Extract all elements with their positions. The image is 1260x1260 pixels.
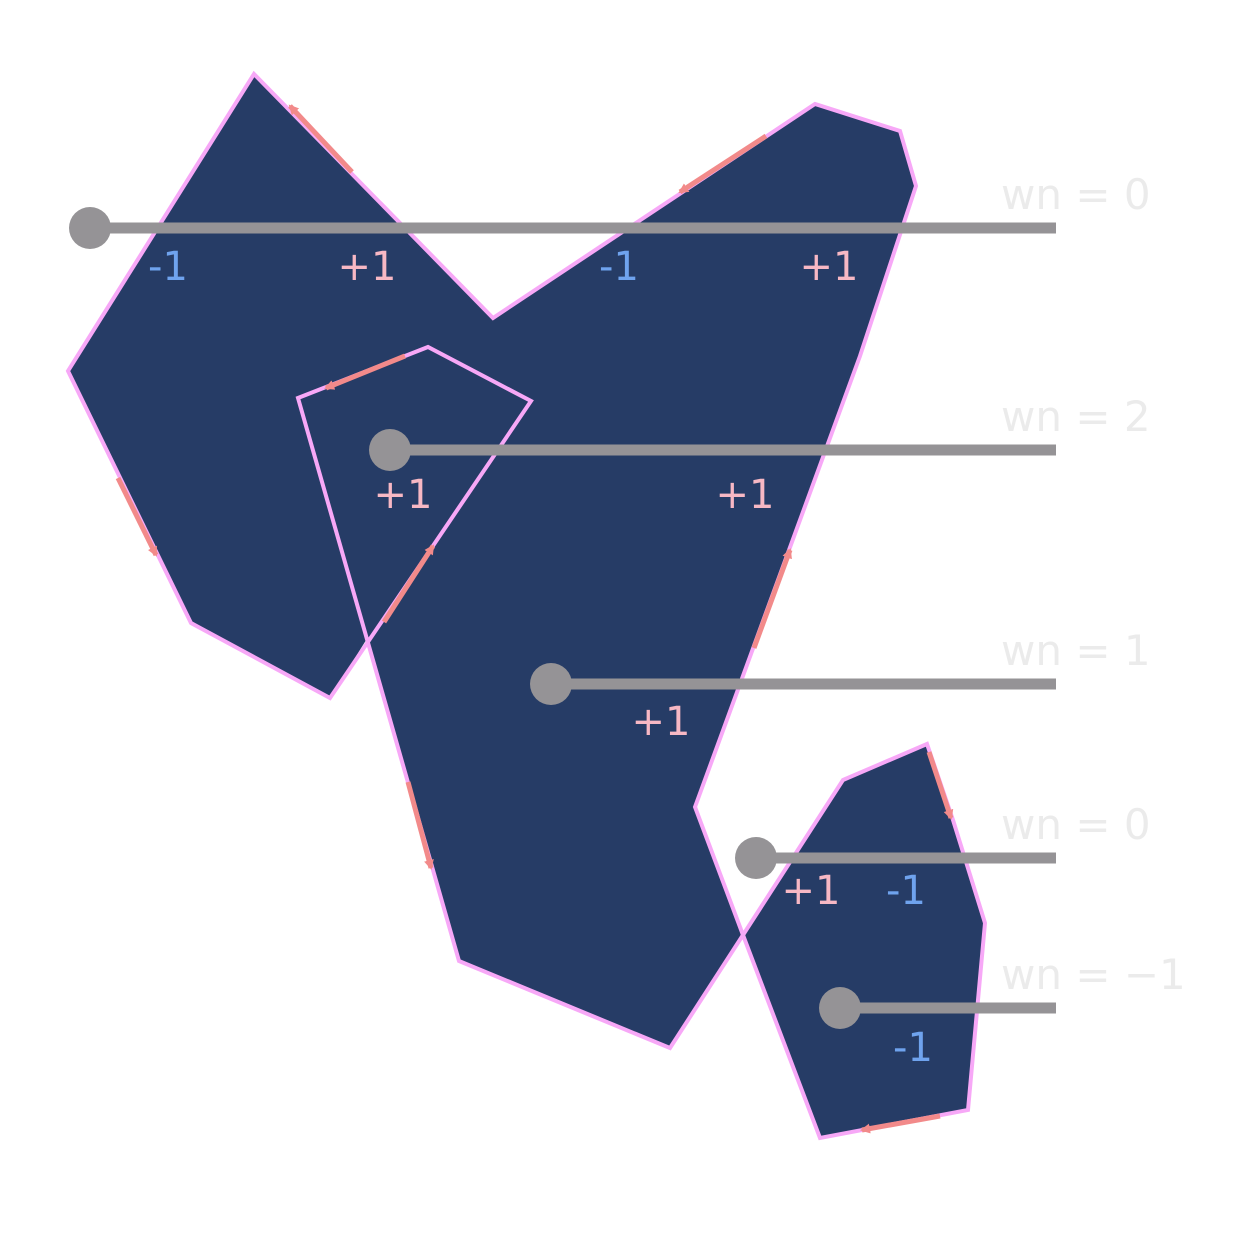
direction-arrow [860, 1113, 941, 1134]
ray-origin-point [735, 837, 777, 879]
winding-label: wn = 0 [1001, 800, 1151, 849]
direction-arrow [324, 353, 406, 391]
direction-arrow [405, 781, 434, 870]
winding-labels: wn = 0 wn = 2 wn = 1 wn = 0 wn = −1 [1001, 170, 1186, 999]
crossing-label-plus: +1 [374, 472, 433, 518]
ray-origin-point [530, 663, 572, 705]
winding-label: wn = −1 [1001, 950, 1186, 999]
crossing-labels: -1 +1 -1 +1 +1 +1 +1 +1 -1 -1 [148, 244, 933, 1071]
crossing-label-plus: +1 [632, 699, 691, 745]
direction-arrows [115, 104, 954, 1134]
crossing-label-plus: +1 [716, 472, 775, 518]
main-polygon-outline [65, 70, 919, 1051]
ray-origin-point [369, 429, 411, 471]
ray-origin-point [819, 987, 861, 1029]
winding-label: wn = 2 [1001, 392, 1151, 441]
main-polygon-fill [68, 74, 916, 1048]
crossing-label-plus: +1 [338, 244, 397, 290]
crossing-label-minus: -1 [886, 868, 926, 914]
direction-arrow [926, 751, 954, 820]
direction-arrow [288, 104, 354, 174]
winding-label: wn = 0 [1001, 170, 1151, 219]
crossing-label-minus: -1 [148, 244, 188, 290]
test-rays [69, 207, 1056, 1029]
direction-arrow [751, 548, 793, 649]
crossing-label-plus: +1 [782, 868, 841, 914]
direction-arrow [381, 544, 436, 624]
crossing-label-minus: -1 [599, 244, 639, 290]
crossing-label-minus: -1 [893, 1025, 933, 1071]
direction-arrow [115, 476, 159, 557]
direction-arrow [678, 133, 768, 195]
winding-label: wn = 1 [1001, 626, 1151, 675]
ray-origin-point [69, 207, 111, 249]
crossing-label-plus: +1 [800, 244, 859, 290]
